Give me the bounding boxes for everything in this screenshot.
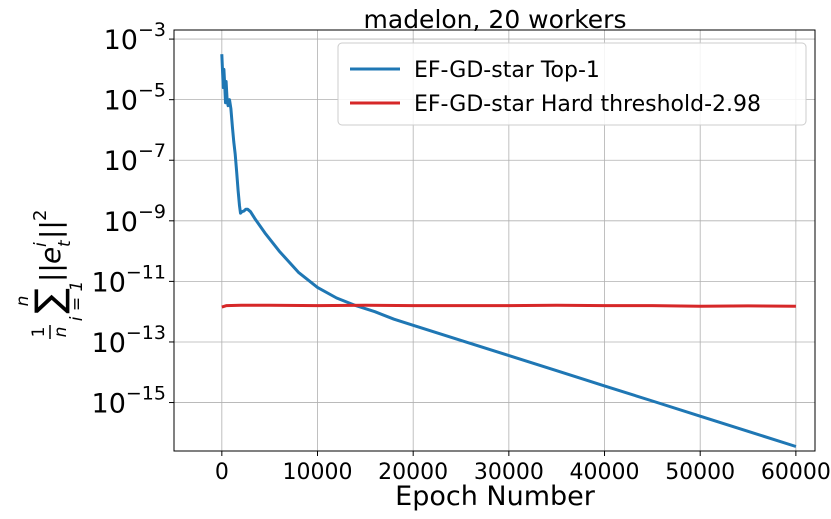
x-tick-label: 20000 <box>378 460 448 485</box>
y-tick-exponent: −7 <box>138 140 166 162</box>
x-tick-label: 10000 <box>283 460 353 485</box>
y-label-norm-close: || <box>34 220 67 239</box>
legend-box <box>337 42 807 126</box>
y-tick-exponent: −3 <box>138 19 166 41</box>
x-tick-label: 50000 <box>665 460 735 485</box>
y-tick-base: 10 <box>104 146 138 177</box>
y-tick-exponent: −15 <box>126 383 166 405</box>
y-tick-base: 10 <box>92 389 126 420</box>
x-tick-label: 30000 <box>474 460 544 485</box>
y-tick-base: 10 <box>92 328 126 359</box>
y-tick-exponent: −9 <box>138 201 166 223</box>
y-tick-label: 10−3 <box>104 19 166 56</box>
chart-title: madelon, 20 workers <box>364 5 627 34</box>
y-tick-label: 10−11 <box>92 261 166 298</box>
y-tick-base: 10 <box>104 86 138 117</box>
y-tick-base: 10 <box>92 267 126 298</box>
y-tick-label: 10−9 <box>104 201 166 238</box>
y-label-var: e <box>34 247 67 264</box>
y-label-norm-open: || <box>34 263 67 282</box>
y-tick-exponent: −11 <box>126 261 166 283</box>
x-tick-labels: 0 10000 20000 30000 40000 50000 60000 <box>215 451 831 485</box>
y-tick-exponent: −13 <box>126 322 166 344</box>
x-axis-label: Epoch Number <box>395 481 596 512</box>
x-tick-label: 0 <box>215 460 229 485</box>
series-layer <box>220 54 797 448</box>
y-tick-label: 10−7 <box>104 140 166 177</box>
y-tick-label: 10−13 <box>92 322 166 359</box>
series-line-1 <box>221 303 796 309</box>
series-line-0 <box>220 54 797 448</box>
x-tick-label: 40000 <box>570 460 640 485</box>
y-label-sum-sup: n <box>13 296 33 307</box>
legend: EF-GD-star Top-1 EF-GD-star Hard thresho… <box>337 42 807 126</box>
y-label-power: 2 <box>30 210 51 221</box>
y-tick-exponent: −5 <box>138 80 166 102</box>
y-tick-base: 10 <box>104 207 138 238</box>
y-tick-label: 10−15 <box>92 383 166 420</box>
legend-label-top1: EF-GD-star Top-1 <box>414 58 600 83</box>
y-label-sum-sign: ∑ <box>27 288 71 314</box>
y-label-sum-sub: i = 1 <box>67 281 87 322</box>
y-label-var-sub: t <box>55 239 75 247</box>
y-tick-base: 10 <box>104 25 138 56</box>
y-label-frac-num: 1 <box>29 327 49 338</box>
legend-label-hard-threshold: EF-GD-star Hard threshold-2.98 <box>414 92 761 117</box>
y-label-var-sup: i <box>31 242 51 247</box>
x-tick-label: 60000 <box>761 460 831 485</box>
y-tick-label: 10−5 <box>104 80 166 117</box>
plot-frame <box>173 29 816 452</box>
y-axis-label: 1 n n ∑ i = 1 || e i t || 2 <box>13 210 87 339</box>
y-label-frac-den: n <box>51 327 71 338</box>
